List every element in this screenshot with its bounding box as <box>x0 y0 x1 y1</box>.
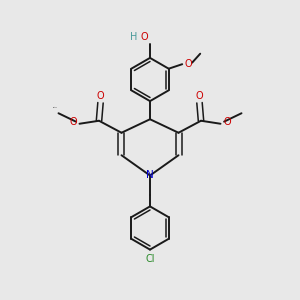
Text: O: O <box>97 91 104 101</box>
Text: O: O <box>185 59 193 69</box>
Text: O: O <box>69 117 77 127</box>
Text: H: H <box>130 32 137 43</box>
Text: O: O <box>196 91 203 101</box>
Text: O: O <box>141 32 148 43</box>
Text: Cl: Cl <box>145 254 155 264</box>
Text: O: O <box>223 117 231 127</box>
Text: N: N <box>146 170 154 181</box>
Text: methyl: methyl <box>53 106 58 108</box>
